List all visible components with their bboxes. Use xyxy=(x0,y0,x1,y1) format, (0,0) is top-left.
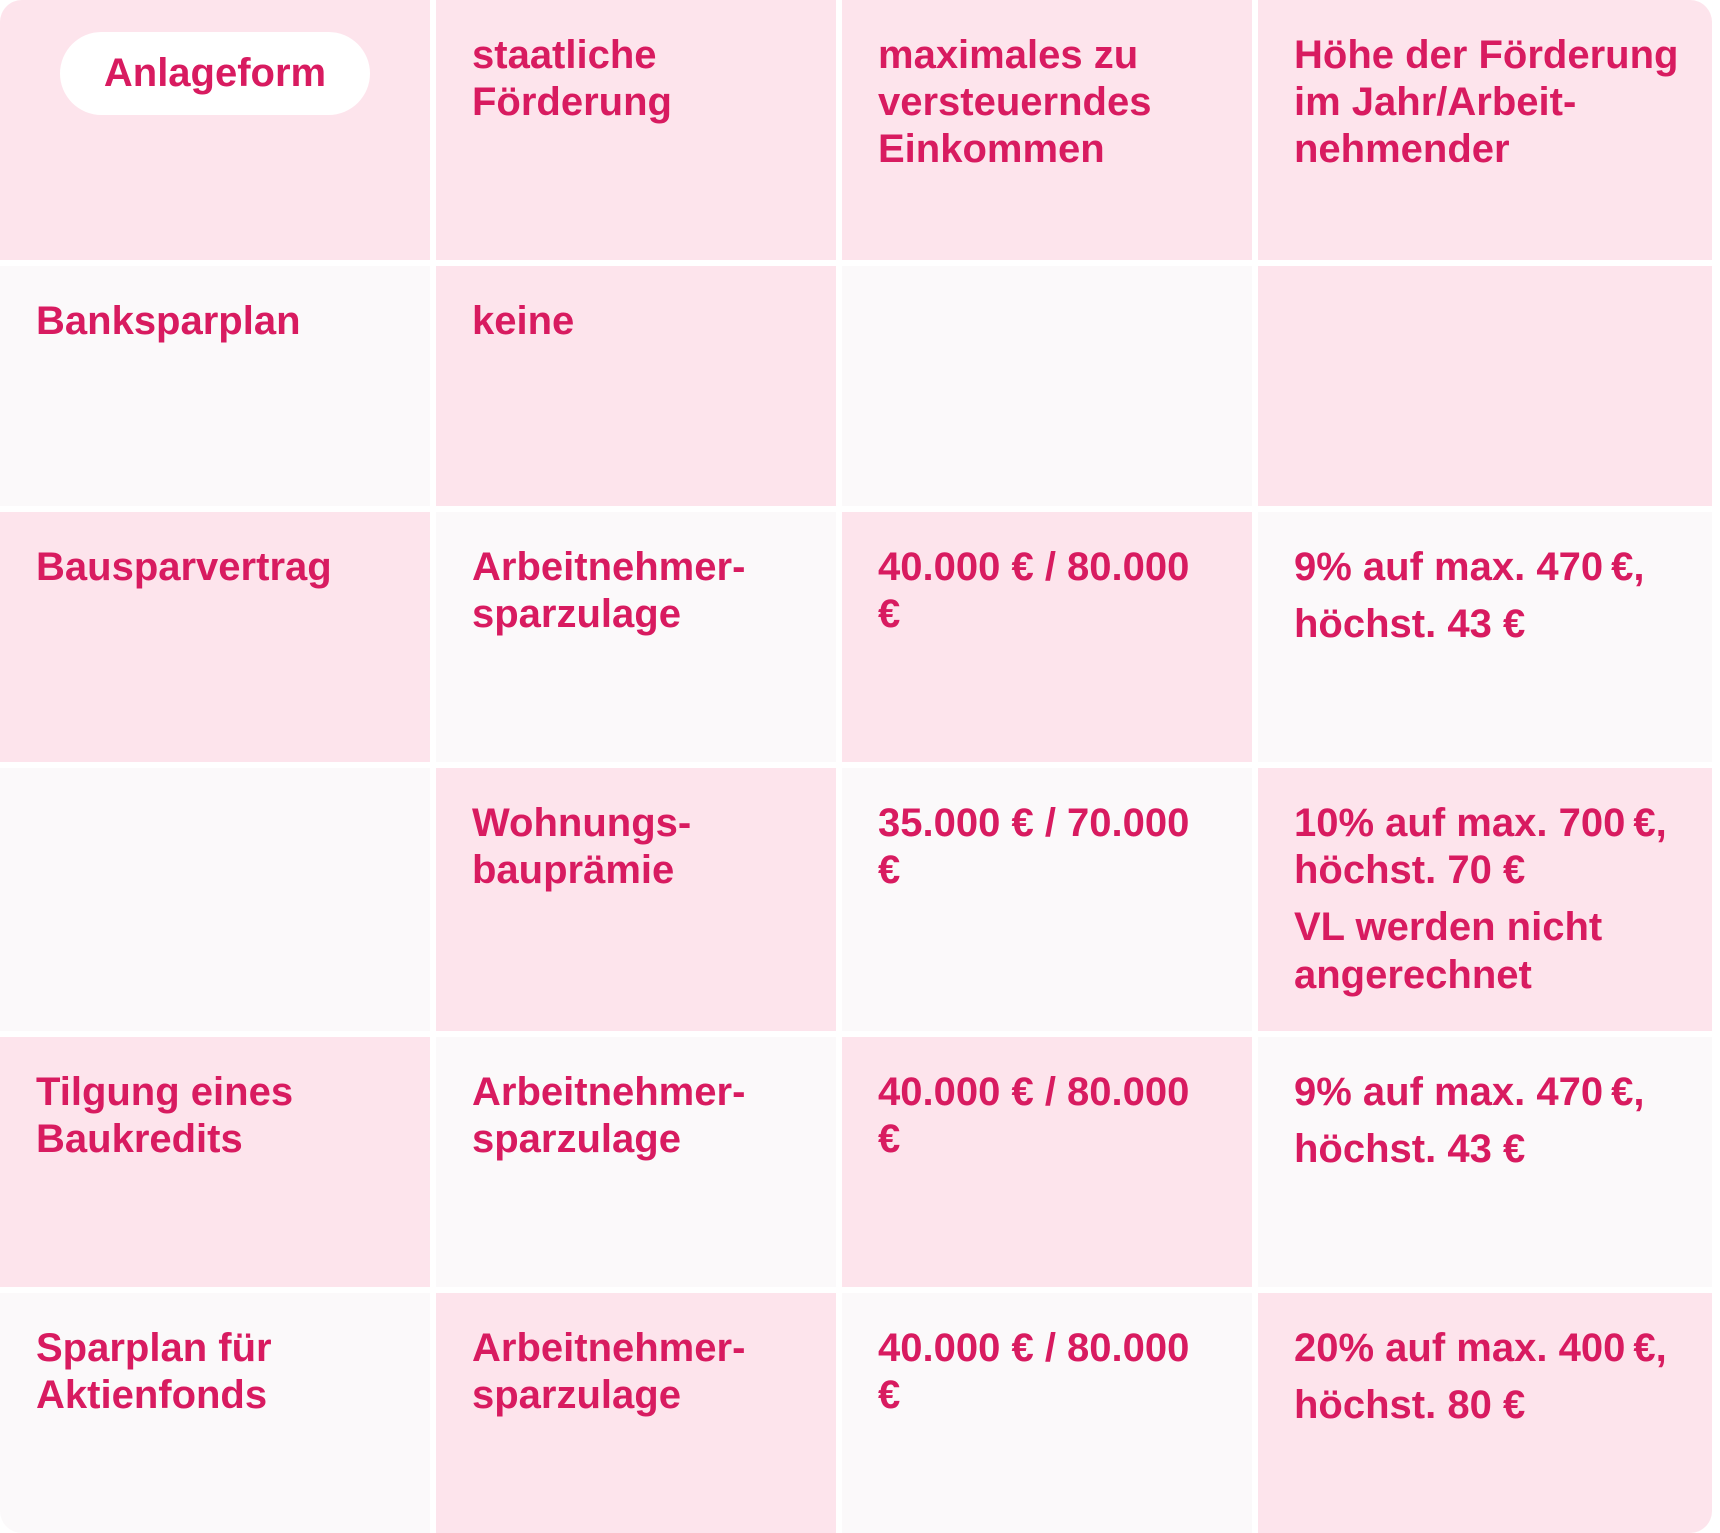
cell-bausparvertrag-hoehe: 9% auf max. 470 €, höchst. 43 € xyxy=(1258,512,1712,762)
cell-banksparplan-hoehe xyxy=(1258,266,1712,506)
cell-aktienfonds-einkommen: 40.000 € / 80.000 € xyxy=(842,1293,1252,1533)
cell-aktienfonds-hoehe: 20% auf max. 400 €, höchst. 80 € xyxy=(1258,1293,1712,1533)
text-line: 9% auf max. 470 €, xyxy=(1294,544,1694,591)
header-hoehe: Höhe der Förderung im Jahr/Arbeit­nehmen… xyxy=(1258,0,1712,260)
cell-banksparplan-foerderung: keine xyxy=(436,266,836,506)
cell-tilgung-einkommen: 40.000 € / 80.000 € xyxy=(842,1037,1252,1287)
text-line: höchst. 80 € xyxy=(1294,1382,1694,1429)
text-line: höchst. 43 € xyxy=(1294,601,1694,648)
cell-wohnungsbaupraemie-einkommen: 35.000 € / 70.000 € xyxy=(842,768,1252,1031)
text-line: höchst. 43 € xyxy=(1294,1126,1694,1173)
cell-tilgung-foerderung: Arbeit­nehmer­sparzulage xyxy=(436,1037,836,1287)
cell-banksparplan-anlageform: Banksparplan xyxy=(0,266,430,506)
header-einkommen: maximales zu versteuerndes Einkommen xyxy=(842,0,1252,260)
text-line: 10% auf max. 700 €, höchst. 70 € xyxy=(1294,800,1694,894)
foerderung-table: Anlageform staatliche Förderung maximale… xyxy=(0,0,1712,1533)
cell-wohnungsbaupraemie-foerderung: Wohnungs­bauprämie xyxy=(436,768,836,1031)
cell-bausparvertrag-einkommen: 40.000 € / 80.000 € xyxy=(842,512,1252,762)
cell-wohnungsbaupraemie-hoehe: 10% auf max. 700 €, höchst. 70 € VL werd… xyxy=(1258,768,1712,1031)
cell-tilgung-hoehe: 9% auf max. 470 €, höchst. 43 € xyxy=(1258,1037,1712,1287)
cell-wohnungsbaupraemie-anlageform xyxy=(0,768,430,1031)
cell-bausparvertrag-foerderung: Arbeit­nehmer­sparzulage xyxy=(436,512,836,762)
text-line: VL werden nicht angerechnet xyxy=(1294,904,1694,998)
cell-aktienfonds-anlageform: Sparplan für Aktienfonds xyxy=(0,1293,430,1533)
header-anlageform-cell: Anlageform xyxy=(0,0,430,260)
text-line: 20% auf max. 400 €, xyxy=(1294,1325,1694,1372)
text-line: 9% auf max. 470 €, xyxy=(1294,1069,1694,1116)
header-foerderung: staatliche Förderung xyxy=(436,0,836,260)
anlageform-pill: Anlageform xyxy=(60,32,370,115)
cell-bausparvertrag-anlageform: Bausparvertrag xyxy=(0,512,430,762)
cell-banksparplan-einkommen xyxy=(842,266,1252,506)
cell-aktienfonds-foerderung: Arbeit­nehmer­sparzulage xyxy=(436,1293,836,1533)
cell-tilgung-anlageform: Tilgung eines Baukredits xyxy=(0,1037,430,1287)
